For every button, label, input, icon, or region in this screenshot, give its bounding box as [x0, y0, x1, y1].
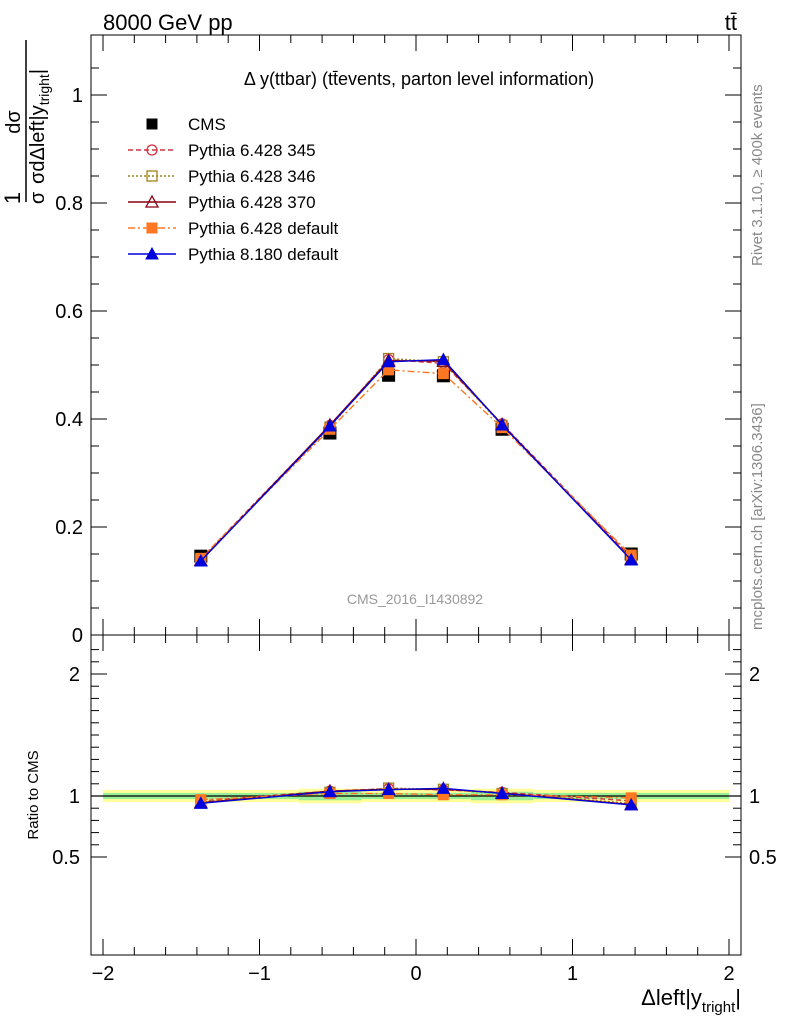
y-tick-label: 0.8: [55, 193, 83, 215]
ratio-data-point: [624, 797, 639, 811]
y-tick-label: 0.6: [55, 301, 83, 323]
x-tick-label: 0: [410, 963, 421, 985]
legend-item-pythia-6-428-370: Pythia 6.428 370: [128, 193, 316, 212]
legend-item-cms: CMS: [146, 115, 226, 134]
legend-item-pythia-6-428-default: Pythia 6.428 default: [128, 219, 339, 238]
ratio-uncertainty-bands: [91, 788, 741, 804]
y-label-numerator: dσ: [3, 110, 25, 134]
ratio-y-label: Ratio to CMS: [25, 750, 42, 839]
ratio-data-point: [495, 786, 509, 799]
ratio-data-point: [436, 781, 451, 794]
y-tick-label: 0.4: [55, 409, 83, 431]
ratio-series-layer: [193, 781, 639, 811]
x-tick-label: 1: [567, 963, 578, 985]
ratio-axis-ticks: 0.5 0.5 1 1 2 2 −2 −1 0 1 2: [52, 635, 777, 985]
y-tick-label: 0: [72, 625, 83, 647]
main-series-layer: [193, 352, 639, 567]
legend-label: CMS: [188, 115, 226, 134]
main-series-line: [200, 359, 632, 561]
y-tick-label: 1: [72, 85, 83, 107]
ratio-data-point: [381, 782, 396, 796]
main-series-pythia-6-428-370: [193, 353, 639, 567]
legend: CMS Pythia 6.428 345 Pythia 6.428 346 Pythi…: [128, 115, 339, 264]
main-axis-ticks: 0 0.2 0.4 0.6 0.8 1: [55, 35, 741, 647]
legend-marker: [146, 144, 158, 156]
main-data-point: [436, 352, 451, 366]
legend-item-pythia-8-180-default: Pythia 8.180 default: [128, 245, 339, 264]
ratio-series-pythia-8-180-default: [193, 781, 639, 811]
main-title: Δ y(ttbar) (tt̄events, parton level info…: [244, 69, 594, 89]
analysis-label: CMS_2016_I1430892: [347, 591, 483, 607]
legend-marker: [146, 170, 158, 182]
main-data-point: [323, 418, 337, 432]
legend-label: Pythia 6.428 345: [188, 141, 316, 160]
x-axis-label: Δleft|ytright|: [641, 985, 741, 1016]
x-tick-label: −1: [248, 963, 271, 985]
main-series-pythia-6-428-default: [195, 364, 637, 564]
ratio-y-tick-label-right: 0.5: [749, 847, 777, 869]
ratio-y-tick-label-right: 2: [749, 664, 760, 686]
source-label: mcplots.cern.ch [arXiv:1306.3436]: [749, 403, 766, 630]
main-series-line: [200, 358, 632, 562]
main-data-point: [624, 552, 639, 566]
ratio-y-tick-label: 2: [69, 664, 80, 686]
main-data-point: [495, 417, 509, 431]
y-label-denom-sigma: σ: [27, 191, 49, 204]
main-series-line: [200, 358, 632, 560]
main-series-pythia-8-180-default: [193, 352, 639, 567]
energy-label: 8000 GeV pp: [103, 10, 233, 35]
legend-item-pythia-6-428-345: Pythia 6.428 345: [128, 141, 316, 160]
legend-label: Pythia 6.428 346: [188, 167, 316, 186]
legend-marker: [146, 222, 158, 234]
main-series-line: [200, 357, 632, 561]
x-tick-label: 2: [723, 963, 734, 985]
main-series-pythia-6-428-346: [195, 352, 637, 566]
legend-label: Pythia 6.428 default: [188, 219, 339, 238]
main-series-pythia-6-428-345: [195, 353, 637, 565]
ratio-y-tick-label-right: 1: [749, 786, 760, 808]
y-label-prefix: 1: [0, 192, 25, 204]
ratio-series-line: [200, 792, 632, 801]
main-data-point: [437, 368, 449, 380]
main-series-line: [200, 369, 632, 559]
ratio-y-tick-label: 0.5: [52, 847, 80, 869]
ratio-data-point: [323, 784, 337, 798]
legend-label: Pythia 8.180 default: [188, 245, 339, 264]
main-data-point: [381, 354, 396, 368]
legend-marker: [144, 194, 160, 208]
ratio-data-point: [193, 796, 208, 809]
ratio-y-tick-label: 1: [69, 786, 80, 808]
legend-label: Pythia 6.428 370: [188, 193, 316, 212]
legend-item-pythia-6-428-346: Pythia 6.428 346: [128, 167, 316, 186]
main-series-cms: [194, 368, 638, 563]
x-tick-label: −2: [92, 963, 115, 985]
legend-marker: [146, 118, 158, 130]
main-y-axis-label: 1 σ dσ σdΔleft|ytright|: [0, 40, 52, 204]
process-label: tt̄: [725, 10, 737, 35]
rivet-label: Rivet 3.1.10, ≥ 400k events: [749, 84, 766, 266]
ratio-series-line: [200, 787, 632, 806]
ratio-panel: 0.5 0.5 1 1 2 2 −2 −1 0 1 2: [52, 634, 777, 985]
legend-marker: [145, 246, 159, 260]
y-label-denominator: σdΔleft|ytright|: [27, 69, 52, 184]
main-panel: 0 0.2 0.4 0.6 0.8 1 Δ y(ttbar) (tt̄events, pa…: [55, 34, 742, 647]
main-data-point: [193, 553, 208, 567]
y-tick-label: 0.2: [55, 517, 83, 539]
